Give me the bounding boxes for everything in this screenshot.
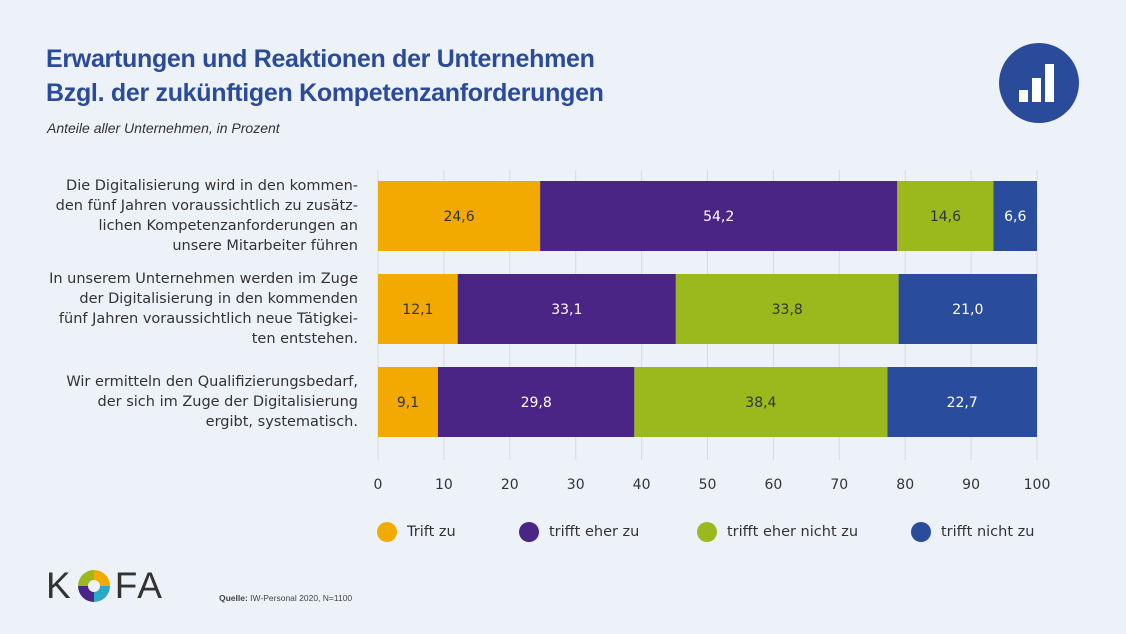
bar-chart-icon xyxy=(999,43,1079,123)
kofa-logo-icon xyxy=(77,570,110,602)
chart-title: Erwartungen und Reaktionen der Unternehm… xyxy=(46,42,604,110)
bar-segment xyxy=(378,367,438,437)
bar-segment xyxy=(540,181,898,251)
category-label-line: unsere Mitarbeiter führen xyxy=(172,238,358,254)
legend-swatch xyxy=(519,522,539,542)
x-tick-label: 30 xyxy=(567,477,585,493)
category-label-line: Die Digitalisierung wird in den kommen- xyxy=(66,178,358,194)
legend-label: trifft nicht zu xyxy=(941,524,1035,540)
legend: Trift zu trifft eher zu trifft eher nicht … xyxy=(377,522,1077,546)
category-label-line: fünf Jahren voraussichtlich neue Tätigke… xyxy=(58,311,358,327)
legend-item: Trift zu xyxy=(377,522,456,542)
category-label-line: den fünf Jahren voraussichtlich zu zusät… xyxy=(55,198,358,214)
x-tick-label: 100 xyxy=(1024,477,1051,493)
chart-title-line-1: Erwartungen und Reaktionen der Unternehm… xyxy=(46,45,595,73)
x-tick-label: 40 xyxy=(633,477,651,493)
logo-text-fa: FA xyxy=(114,565,164,606)
bar-value-label: 9,1 xyxy=(397,395,419,411)
x-tick-label: 10 xyxy=(435,477,453,493)
x-tick-label: 50 xyxy=(699,477,717,493)
bar-segment xyxy=(634,367,888,437)
bar-segment xyxy=(993,181,1037,251)
category-label-line: lichen Kompetenzanforderungen an xyxy=(98,218,358,234)
source-label: Quelle: xyxy=(219,593,248,603)
logo-text-k: K xyxy=(46,565,73,606)
category-label-line: der Digitalisierung in den kommenden xyxy=(79,291,358,307)
kofa-logo: K FA xyxy=(46,565,164,607)
x-tick-label: 0 xyxy=(374,477,383,493)
bar-segment xyxy=(898,274,1037,344)
x-tick-label: 90 xyxy=(962,477,980,493)
bar-value-label: 29,8 xyxy=(521,395,552,411)
bar-segment xyxy=(437,367,635,437)
category-label: Die Digitalisierung wird in den kommen-d… xyxy=(38,176,358,256)
x-tick-label: 70 xyxy=(830,477,848,493)
legend-label: trifft eher nicht zu xyxy=(727,524,859,540)
chart-title-line-2: Bzgl. der zukünftigen Kompetenzanforderu… xyxy=(46,79,604,107)
bar-segment xyxy=(897,181,994,251)
bar-value-label: 14,6 xyxy=(930,209,961,225)
legend-swatch xyxy=(911,522,931,542)
bar-value-label: 33,1 xyxy=(551,302,582,318)
category-label-line: ergibt, systematisch. xyxy=(205,414,358,430)
bar-value-label: 6,6 xyxy=(1004,209,1026,225)
bar-segment xyxy=(378,274,458,344)
bar-segment xyxy=(675,274,899,344)
bar-value-label: 21,0 xyxy=(952,302,983,318)
bar-value-label: 33,8 xyxy=(772,302,803,318)
source-text: IW-Personal 2020, N=1100 xyxy=(247,593,353,603)
x-tick-label: 60 xyxy=(764,477,782,493)
x-axis-ticks: 0 10 20 30 40 50 60 70 80 90 100 xyxy=(374,477,1051,493)
bar-value-label: 38,4 xyxy=(745,395,776,411)
bar-segment xyxy=(457,274,676,344)
source-note: Quelle: IW-Personal 2020, N=1100 xyxy=(219,593,352,603)
legend-swatch xyxy=(697,522,717,542)
bars: 24,6 54,2 14,6 6,6 12,1 33,1 33,8 21,0 9,1 29,8 38… xyxy=(378,181,1037,437)
legend-label: trifft eher zu xyxy=(549,524,640,540)
bar-value-label: 22,7 xyxy=(947,395,978,411)
category-label-line: In unserem Unternehmen werden im Zuge xyxy=(49,271,358,287)
bar-value-label: 24,6 xyxy=(443,209,474,225)
x-tick-label: 80 xyxy=(896,477,914,493)
stacked-bar-chart: 24,6 54,2 14,6 6,6 12,1 33,1 33,8 21,0 9,1 29,8 38… xyxy=(374,170,1051,493)
legend-item: trifft eher zu xyxy=(519,522,639,542)
category-label-line: ten entstehen. xyxy=(251,331,358,347)
bar-value-label: 54,2 xyxy=(703,209,734,225)
category-label: Wir ermitteln den Qualifizierungsbedarf,… xyxy=(38,372,358,432)
chart-subtitle: Anteile aller Unternehmen, in Prozent xyxy=(47,120,280,136)
x-tick-label: 20 xyxy=(501,477,519,493)
bar-value-label: 12,1 xyxy=(402,302,433,318)
category-label-line: Wir ermitteln den Qualifizierungsbedarf, xyxy=(66,374,358,390)
category-label: In unserem Unternehmen werden im Zuge der… xyxy=(38,269,358,349)
legend-item: trifft nicht zu xyxy=(911,522,1034,542)
category-label-line: der sich im Zuge der Digitalisierung xyxy=(97,394,358,410)
bar-segment xyxy=(887,367,1037,437)
legend-swatch xyxy=(377,522,397,542)
legend-label: Trift zu xyxy=(407,524,456,540)
bar-segment xyxy=(378,181,541,251)
legend-item: trifft eher nicht zu xyxy=(697,522,858,542)
